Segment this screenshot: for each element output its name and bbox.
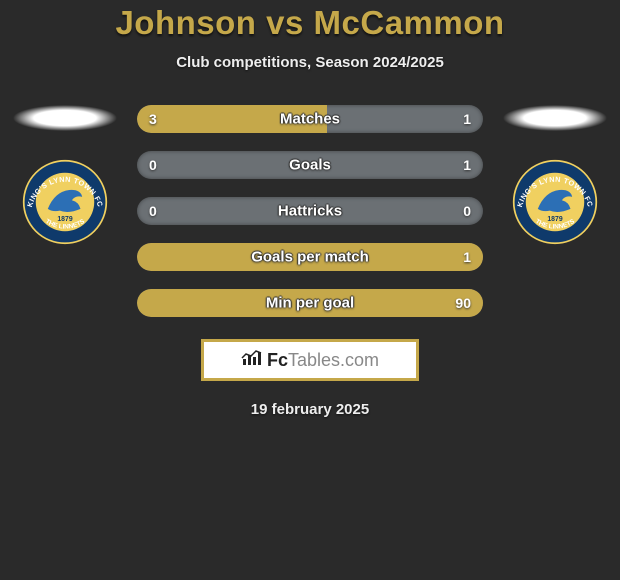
bar-right-value: 1 <box>463 157 471 173</box>
stat-bars: 3 1 Matches 0 1 Goals 0 0 Hattricks 1 Goals per ma… <box>137 105 483 317</box>
svg-text:1879: 1879 <box>57 216 72 223</box>
subtitle: Club competitions, Season 2024/2025 <box>0 54 620 71</box>
logo-text-b: Tables <box>288 350 340 370</box>
stat-bar-row: 3 1 Matches <box>137 105 483 133</box>
stat-bar-row: 0 0 Hattricks <box>137 197 483 225</box>
root-container: Johnson vs McCammon Club competitions, S… <box>0 0 620 418</box>
bar-left-value: 3 <box>149 111 157 127</box>
bar-left-value: 0 <box>149 157 157 173</box>
svg-text:1879: 1879 <box>547 216 562 223</box>
title-vs: vs <box>266 4 304 41</box>
logo-text-a: Fc <box>267 350 288 370</box>
logo-chart-icon <box>241 349 263 372</box>
site-logo[interactable]: FcTables.com <box>201 339 419 381</box>
title-player-a: Johnson <box>115 4 256 41</box>
player-a-club-badge: KING'S LYNN TOWN FCTHE LINNETS1879 <box>22 159 108 245</box>
bar-label: Matches <box>280 111 340 128</box>
logo-text-c: .com <box>340 350 379 370</box>
bar-right-value: 1 <box>463 111 471 127</box>
bar-right-value: 1 <box>463 249 471 265</box>
player-b-club-badge: KING'S LYNN TOWN FCTHE LINNETS1879 <box>512 159 598 245</box>
snapshot-date: 19 february 2025 <box>0 401 620 418</box>
right-player-column: KING'S LYNN TOWN FCTHE LINNETS1879 <box>499 105 611 245</box>
logo-text: FcTables.com <box>267 350 379 371</box>
bar-label: Min per goal <box>266 295 354 312</box>
bar-label: Goals per match <box>251 249 369 266</box>
bar-right-value: 90 <box>455 295 471 311</box>
bar-right-value: 0 <box>463 203 471 219</box>
page-title: Johnson vs McCammon <box>0 4 620 42</box>
stat-bar-row: 1 Goals per match <box>137 243 483 271</box>
stat-bar-row: 90 Min per goal <box>137 289 483 317</box>
bar-left-value: 0 <box>149 203 157 219</box>
title-player-b: McCammon <box>314 4 505 41</box>
comparison-panel: KING'S LYNN TOWN FCTHE LINNETS1879 3 1 Mat… <box>0 105 620 317</box>
bar-label: Goals <box>289 157 331 174</box>
player-a-avatar <box>13 105 117 131</box>
bar-label: Hattricks <box>278 203 342 220</box>
stat-bar-row: 0 1 Goals <box>137 151 483 179</box>
player-b-avatar <box>503 105 607 131</box>
left-player-column: KING'S LYNN TOWN FCTHE LINNETS1879 <box>9 105 121 245</box>
